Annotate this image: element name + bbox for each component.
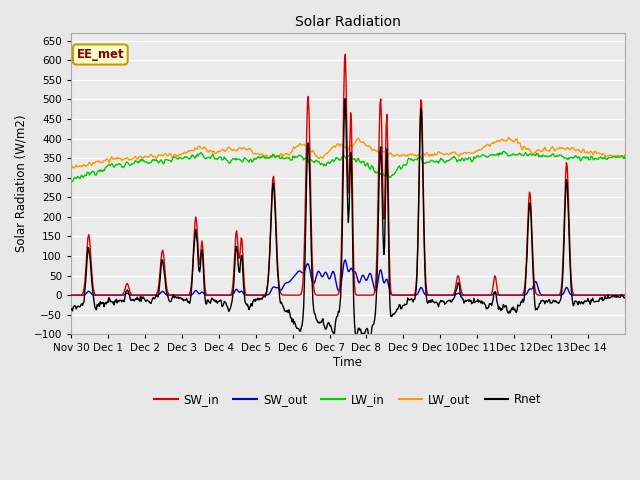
Text: EE_met: EE_met xyxy=(77,48,124,61)
X-axis label: Time: Time xyxy=(333,356,362,369)
Y-axis label: Solar Radiation (W/m2): Solar Radiation (W/m2) xyxy=(15,115,28,252)
Legend: SW_in, SW_out, LW_in, LW_out, Rnet: SW_in, SW_out, LW_in, LW_out, Rnet xyxy=(149,388,547,411)
Title: Solar Radiation: Solar Radiation xyxy=(295,15,401,29)
